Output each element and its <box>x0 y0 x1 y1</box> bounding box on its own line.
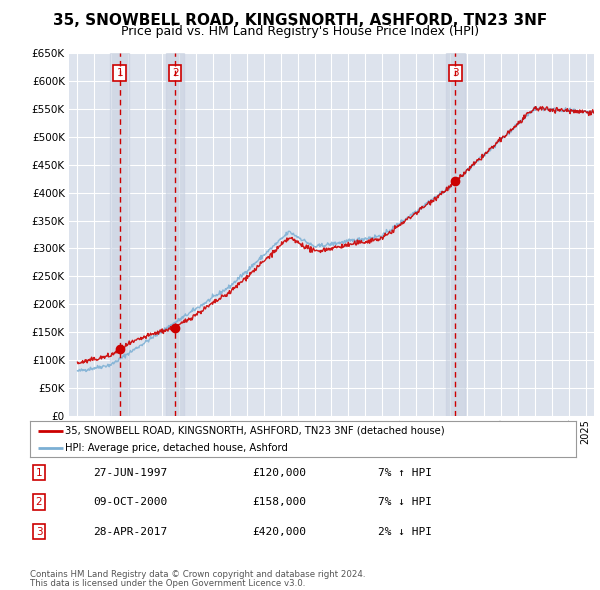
Text: This data is licensed under the Open Government Licence v3.0.: This data is licensed under the Open Gov… <box>30 579 305 588</box>
Text: 3: 3 <box>452 68 459 78</box>
Bar <box>166 53 184 416</box>
Text: Contains HM Land Registry data © Crown copyright and database right 2024.: Contains HM Land Registry data © Crown c… <box>30 571 365 579</box>
Text: £158,000: £158,000 <box>252 497 306 507</box>
Text: 28-APR-2017: 28-APR-2017 <box>93 527 167 536</box>
Text: 3: 3 <box>35 527 43 536</box>
Text: Price paid vs. HM Land Registry's House Price Index (HPI): Price paid vs. HM Land Registry's House … <box>121 25 479 38</box>
Text: 1: 1 <box>116 68 123 78</box>
Text: 2: 2 <box>172 68 178 78</box>
Text: 35, SNOWBELL ROAD, KINGSNORTH, ASHFORD, TN23 3NF (detached house): 35, SNOWBELL ROAD, KINGSNORTH, ASHFORD, … <box>65 425 445 435</box>
Text: 27-JUN-1997: 27-JUN-1997 <box>93 468 167 477</box>
Text: HPI: Average price, detached house, Ashford: HPI: Average price, detached house, Ashf… <box>65 443 289 453</box>
Text: £420,000: £420,000 <box>252 527 306 536</box>
Text: 7% ↓ HPI: 7% ↓ HPI <box>378 497 432 507</box>
Text: 2: 2 <box>35 497 43 507</box>
Text: £120,000: £120,000 <box>252 468 306 477</box>
Text: 1: 1 <box>35 468 43 477</box>
Bar <box>446 53 465 416</box>
Text: 7% ↑ HPI: 7% ↑ HPI <box>378 468 432 477</box>
Text: 09-OCT-2000: 09-OCT-2000 <box>93 497 167 507</box>
Text: 35, SNOWBELL ROAD, KINGSNORTH, ASHFORD, TN23 3NF: 35, SNOWBELL ROAD, KINGSNORTH, ASHFORD, … <box>53 13 547 28</box>
Bar <box>110 53 129 416</box>
Text: 2% ↓ HPI: 2% ↓ HPI <box>378 527 432 536</box>
